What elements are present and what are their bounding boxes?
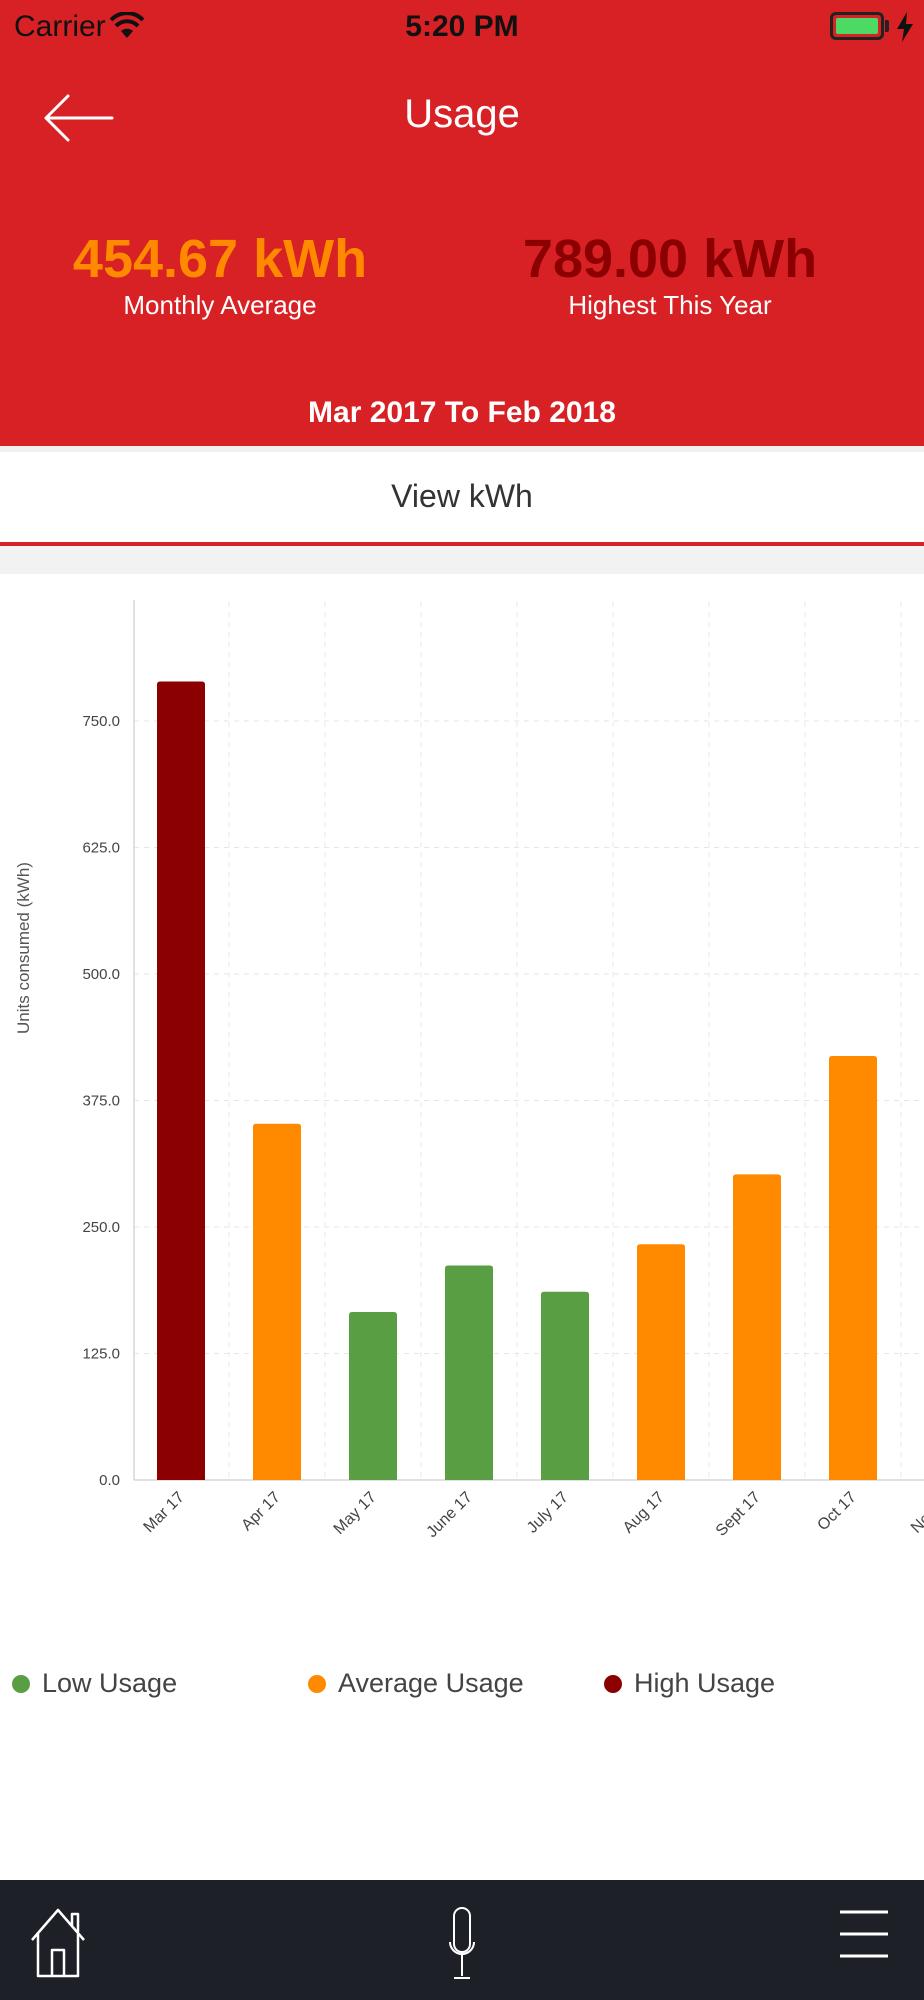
charging-bolt-icon [897, 12, 913, 42]
highest-this-year-label: Highest This Year [568, 290, 772, 320]
y-axis-title: Units consumed (kWh) [14, 862, 33, 1034]
monthly-average-label: Monthly Average [123, 290, 317, 320]
x-tick-label: Sept 17 [713, 1489, 764, 1540]
legend-label: High Usage [634, 1668, 776, 1698]
view-kwh-button[interactable]: View kWh [391, 478, 533, 514]
microphone-icon[interactable] [446, 1904, 478, 1984]
y-tick-label: 500.0 [82, 966, 120, 983]
home-icon[interactable] [28, 1904, 88, 1980]
y-tick-label: 625.0 [82, 840, 120, 857]
monthly-average-stat: 454.67 kWh Monthly Average [0, 230, 440, 321]
legend-label: Low Usage [42, 1668, 178, 1698]
carrier-label: Carrier [14, 10, 106, 43]
bar-oct-17[interactable] [829, 1055, 877, 1480]
legend-item-average: Average Usage [308, 1668, 524, 1699]
legend-dot-high [604, 1674, 622, 1693]
wifi-icon [110, 12, 144, 38]
bar-july-17[interactable] [541, 1291, 589, 1480]
y-tick-label: 125.0 [82, 1346, 120, 1363]
battery-tip [885, 20, 889, 32]
highest-this-year-value: 789.00 kWh [522, 229, 818, 289]
usage-header: Usage 454.67 kWh Monthly Average 789.00 … [0, 56, 924, 446]
chart-legend: Low Usage Average Usage High Usage [0, 1668, 924, 1708]
y-tick-label: 375.0 [82, 1093, 120, 1110]
clock: 5:20 PM [405, 10, 519, 43]
bottom-tab-bar [0, 1880, 924, 2000]
monthly-average-value: 454.67 kWh [72, 229, 368, 289]
x-tick-label: Oct 17 [814, 1489, 859, 1534]
x-tick-label: May 17 [331, 1489, 380, 1538]
usage-chart: Units consumed (kWh) 0.0 125.0 250.0 375.0 5… [0, 574, 924, 1574]
battery-icon [830, 12, 884, 40]
date-range: Mar 2017 To Feb 2018 [308, 396, 616, 429]
x-tick-label: Aug 17 [620, 1489, 668, 1537]
bar-sept-17[interactable] [733, 1174, 781, 1480]
status-bar: Carrier 5:20 PM [0, 0, 924, 56]
legend-dot-average [308, 1674, 326, 1693]
bar-june-17[interactable] [445, 1265, 493, 1480]
bar-mar-17[interactable] [157, 681, 205, 1480]
legend-dot-low [12, 1674, 30, 1693]
legend-item-high: High Usage [604, 1668, 775, 1699]
y-tick-label: 0.0 [99, 1472, 120, 1489]
x-tick-label: Nov 17 [908, 1489, 924, 1537]
back-arrow-icon[interactable] [38, 88, 118, 148]
view-toggle-bar: View kWh [0, 446, 924, 546]
x-tick-label: Mar 17 [141, 1489, 188, 1536]
bar-aug-17[interactable] [637, 1244, 685, 1480]
page-title: Usage [404, 92, 520, 136]
legend-label: Average Usage [338, 1668, 524, 1698]
y-tick-label: 250.0 [82, 1219, 120, 1236]
y-tick-label: 750.0 [82, 713, 120, 730]
highest-this-year-stat: 789.00 kWh Highest This Year [450, 230, 890, 321]
bar-apr-17[interactable] [253, 1123, 301, 1480]
divider [0, 546, 924, 574]
x-tick-label: June 17 [424, 1489, 476, 1541]
usage-bar-chart: 0.0 125.0 250.0 375.0 500.0 625.0 750.0 Mar 17 A… [82, 600, 924, 1541]
bar-may-17[interactable] [349, 1312, 397, 1480]
x-tick-label: Apr 17 [238, 1489, 283, 1534]
menu-icon[interactable] [838, 1904, 890, 1966]
x-tick-label: July 17 [524, 1489, 572, 1537]
legend-item-low: Low Usage [12, 1668, 177, 1699]
